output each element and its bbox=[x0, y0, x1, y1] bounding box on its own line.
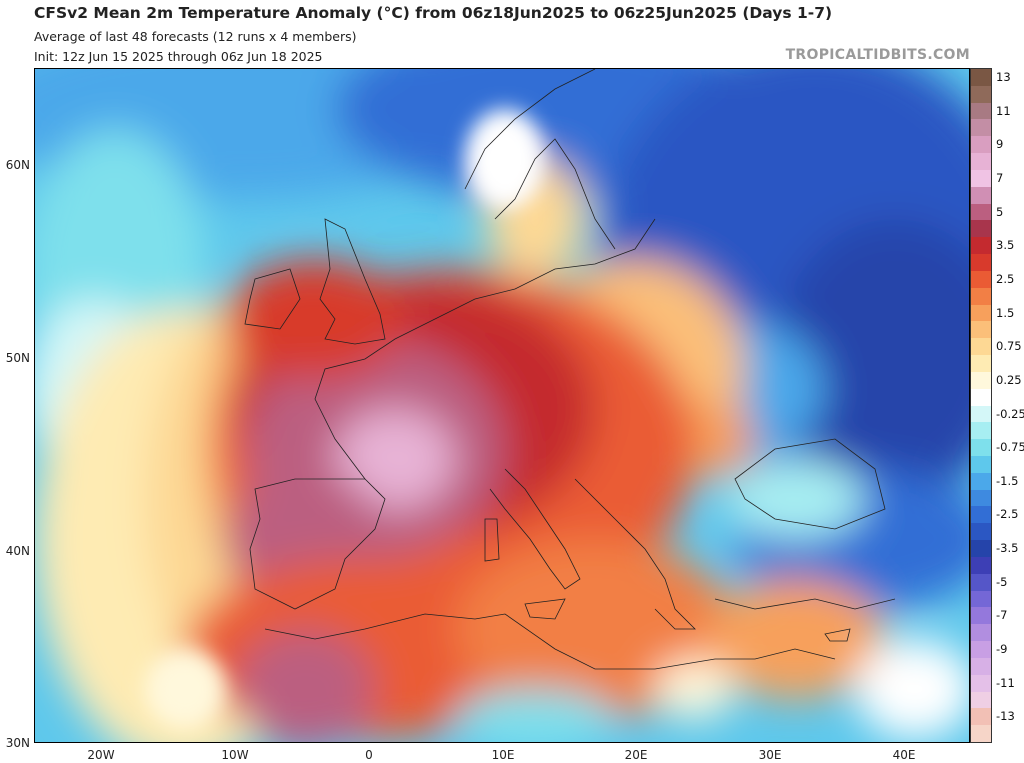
anomaly-field bbox=[35, 69, 969, 742]
colorbar-swatch bbox=[971, 169, 991, 188]
lat-label-50n: 50N bbox=[5, 351, 30, 365]
lat-label-40n: 40N bbox=[5, 544, 30, 558]
colorbar-label: -13 bbox=[996, 709, 1015, 724]
lon-label-40e: 40E bbox=[892, 748, 916, 762]
colorbar-swatch bbox=[971, 624, 991, 642]
anomaly-map bbox=[34, 68, 970, 743]
colorbar-swatch bbox=[971, 203, 991, 221]
chart-title: CFSv2 Mean 2m Temperature Anomaly (°C) f… bbox=[34, 4, 833, 22]
colorbar-swatch bbox=[971, 691, 991, 709]
colorbar-label: -11 bbox=[996, 675, 1015, 690]
colorbar-label: 7 bbox=[996, 170, 1004, 185]
colorbar-swatch bbox=[971, 439, 991, 457]
colorbar-swatch bbox=[971, 287, 991, 306]
colorbar-label: 2.5 bbox=[996, 271, 1015, 286]
colorbar-label: -1.5 bbox=[996, 473, 1019, 488]
colorbar-label: 11 bbox=[996, 103, 1011, 118]
colorbar-swatch bbox=[971, 85, 991, 104]
lon-label-10e: 10E bbox=[491, 748, 515, 762]
colorbar-swatch bbox=[971, 708, 991, 726]
colorbar-label: 0.25 bbox=[996, 372, 1022, 387]
subtitle-forecast-average: Average of last 48 forecasts (12 runs x … bbox=[34, 29, 357, 44]
lon-label-30e: 30E bbox=[758, 748, 782, 762]
colorbar-swatch bbox=[971, 321, 991, 339]
coastlines bbox=[244, 69, 896, 670]
colorbar-label: -3.5 bbox=[996, 541, 1019, 556]
colorbar-label: -7 bbox=[996, 608, 1008, 623]
colorbar-swatch bbox=[971, 69, 991, 87]
colorbar-swatch bbox=[971, 607, 991, 625]
colorbar-swatch bbox=[971, 590, 991, 608]
colorbar-swatch bbox=[971, 523, 991, 541]
colorbar-swatch bbox=[971, 422, 991, 440]
colorbar-swatch bbox=[971, 304, 991, 322]
colorbar-swatch bbox=[971, 102, 991, 120]
colorbar-swatch bbox=[971, 254, 991, 272]
lon-label-20e: 20E bbox=[624, 748, 648, 762]
colorbar-swatch bbox=[971, 355, 991, 373]
colorbar-swatch bbox=[971, 119, 991, 137]
colorbar-label: 1.5 bbox=[996, 305, 1015, 320]
colorbar-swatch bbox=[971, 338, 991, 356]
colorbar-swatch bbox=[971, 136, 991, 154]
colorbar-swatch bbox=[971, 556, 991, 575]
colorbar-swatch bbox=[971, 270, 991, 289]
lon-label-20w: 20W bbox=[87, 748, 115, 762]
colorbar bbox=[970, 68, 992, 743]
colorbar-swatch bbox=[971, 540, 991, 558]
colorbar-swatch bbox=[971, 573, 991, 592]
subtitle-init-range: Init: 12z Jun 15 2025 through 06z Jun 18… bbox=[34, 49, 323, 64]
colorbar-swatch bbox=[971, 489, 991, 507]
colorbar-label: -5 bbox=[996, 574, 1008, 589]
colorbar-label: -0.25 bbox=[996, 406, 1024, 421]
colorbar-swatch bbox=[971, 506, 991, 524]
colorbar-label: 13 bbox=[996, 70, 1011, 84]
colorbar-label: -9 bbox=[996, 642, 1008, 657]
colorbar-swatch bbox=[971, 641, 991, 659]
colorbar-label: 5 bbox=[996, 204, 1004, 219]
lat-label-60n: 60N bbox=[5, 158, 30, 172]
colorbar-label: -0.75 bbox=[996, 440, 1024, 455]
colorbar-label: 3.5 bbox=[996, 238, 1015, 253]
colorbar-swatch bbox=[971, 237, 991, 255]
colorbar-swatch bbox=[971, 186, 991, 205]
colorbar-swatch bbox=[971, 472, 991, 491]
colorbar-swatch bbox=[971, 153, 991, 171]
colorbar-swatch bbox=[971, 657, 991, 676]
brand-watermark: TROPICALTIDBITS.COM bbox=[785, 47, 970, 63]
colorbar-label: 9 bbox=[996, 137, 1004, 152]
lon-label-0: 0 bbox=[365, 748, 373, 762]
lat-label-30n: 30N bbox=[5, 736, 30, 750]
lon-label-10w: 10W bbox=[221, 748, 249, 762]
colorbar-swatch bbox=[971, 674, 991, 692]
colorbar-swatch bbox=[971, 725, 991, 743]
colorbar-label: 0.75 bbox=[996, 339, 1022, 354]
colorbar-swatch bbox=[971, 405, 991, 423]
colorbar-swatch bbox=[971, 455, 991, 474]
colorbar-swatch bbox=[971, 371, 991, 390]
colorbar-swatch bbox=[971, 388, 991, 406]
colorbar-swatch bbox=[971, 220, 991, 238]
colorbar-label: -2.5 bbox=[996, 507, 1019, 522]
